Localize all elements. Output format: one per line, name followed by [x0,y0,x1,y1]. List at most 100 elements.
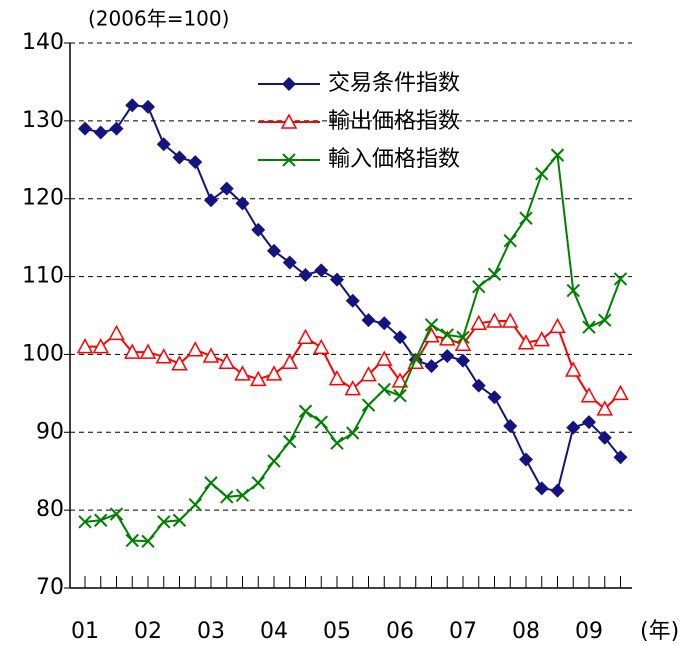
point [141,534,155,548]
point [440,328,454,342]
point [202,347,220,363]
point [550,148,565,162]
x-tick-label: 03 [197,619,225,644]
point [440,348,455,363]
point [171,355,188,371]
point [267,243,281,258]
point [125,98,140,113]
point [93,125,108,140]
point [393,388,407,403]
point [550,483,565,498]
y-tick-label: 130 [22,108,64,133]
point [470,314,488,331]
point [503,234,517,248]
point [125,533,139,548]
point [235,196,250,211]
point [344,380,362,396]
point [471,378,486,393]
x-tick-label: 04 [260,619,288,644]
point [219,181,234,196]
point [535,167,549,181]
point [456,353,470,368]
point [328,369,346,386]
point [503,419,518,434]
point [519,211,533,225]
point [613,450,628,465]
point [280,113,298,129]
point [76,338,94,354]
point [281,353,299,369]
point [472,279,486,294]
point [251,476,265,490]
point [109,507,124,521]
x-tick-label: 08 [512,619,540,644]
point [361,398,376,412]
point [360,366,377,382]
point [377,382,391,397]
point [234,365,251,381]
point [157,515,171,529]
x-tick-label: 01 [71,619,99,644]
point [108,324,125,341]
point [346,426,360,440]
x-tick-label: 06 [386,619,414,644]
y-tick-label: 120 [22,186,64,211]
point [375,350,393,366]
y-tick-label: 80 [36,497,64,522]
y-tick-label: 110 [22,264,64,289]
point [580,387,598,403]
series [78,148,628,548]
point [249,370,267,387]
point [517,334,535,350]
series [76,312,629,416]
point [582,415,596,430]
point [172,513,187,527]
point [297,328,314,345]
point [139,343,157,359]
point [251,222,266,237]
y-tick-label: 140 [22,30,64,55]
point [188,497,202,512]
point [188,155,203,170]
point [409,352,423,366]
legend-label: 輸入価格指数 [328,147,460,172]
point [424,359,439,374]
point [582,320,596,334]
point [487,390,502,405]
point [156,137,171,152]
point [534,481,549,496]
point [487,267,502,281]
point [361,313,376,328]
point [78,515,92,529]
point [424,318,439,332]
point [393,330,407,345]
point [566,283,580,298]
point [564,361,582,377]
x-tick-label: 09 [575,619,603,644]
point [282,255,297,270]
point [597,430,612,445]
legend-label: 輸出価格指数 [328,109,460,134]
point [204,193,218,208]
point [283,434,297,449]
point [267,454,281,468]
point [486,312,503,328]
point [298,268,313,283]
point [155,348,173,364]
point [78,121,92,136]
point [613,272,628,286]
point [235,488,250,503]
point [298,404,313,418]
point [423,327,440,343]
x-tick-label: 05 [323,619,351,644]
x-axis-label: (年) [640,619,679,644]
point [92,338,110,354]
legend-label: 交易条件指数 [328,71,460,96]
point [391,372,409,388]
point [377,316,392,331]
y-tick-label: 90 [36,419,64,444]
point [141,99,155,114]
point [312,338,330,355]
x-tick-label: 02 [134,619,162,644]
